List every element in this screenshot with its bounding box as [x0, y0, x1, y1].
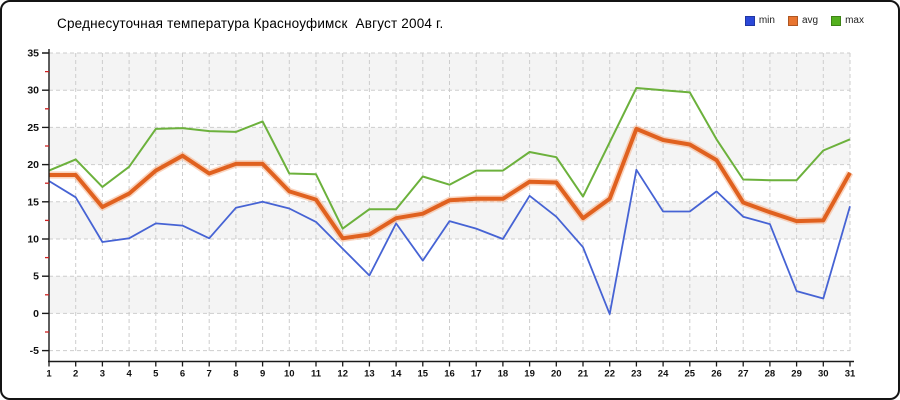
series-min-line — [48, 168, 851, 316]
legend-item-avg: avg — [787, 15, 819, 26]
x-ticks — [48, 361, 851, 367]
svg-text:10: 10 — [27, 234, 39, 246]
svg-text:24: 24 — [658, 369, 669, 380]
svg-text:23: 23 — [631, 369, 642, 380]
svg-text:28: 28 — [765, 369, 776, 380]
y-tick-labels: 35 30 25 20 15 10 5 0 -5 — [27, 48, 39, 358]
svg-text:27: 27 — [738, 369, 749, 380]
legend-label-min: min — [758, 15, 775, 26]
svg-text:29: 29 — [791, 369, 802, 380]
y-ticks — [42, 52, 49, 352]
svg-text:25: 25 — [685, 369, 696, 380]
svg-text:2: 2 — [73, 369, 78, 380]
svg-text:0: 0 — [33, 308, 39, 320]
svg-text:25: 25 — [27, 122, 39, 134]
svg-text:12: 12 — [337, 369, 348, 380]
svg-text:31: 31 — [845, 369, 856, 380]
legend-item-max: max — [831, 15, 864, 26]
svg-text:35: 35 — [27, 48, 39, 60]
svg-text:15: 15 — [418, 369, 429, 380]
legend-label-max: max — [845, 15, 864, 26]
svg-text:7: 7 — [207, 369, 212, 380]
svg-text:22: 22 — [604, 369, 615, 380]
svg-text:20: 20 — [551, 369, 562, 380]
svg-text:15: 15 — [27, 196, 39, 208]
series-avg-line — [49, 126, 852, 241]
svg-text:18: 18 — [498, 369, 509, 380]
svg-text:3: 3 — [100, 369, 105, 380]
svg-text:20: 20 — [27, 159, 39, 171]
svg-text:21: 21 — [578, 369, 589, 380]
svg-text:13: 13 — [364, 369, 375, 380]
svg-text:19: 19 — [524, 369, 535, 380]
svg-text:9: 9 — [260, 369, 265, 380]
legend-item-min: min — [744, 15, 775, 26]
svg-text:30: 30 — [818, 369, 829, 380]
svg-text:4: 4 — [126, 369, 132, 380]
svg-text:10: 10 — [284, 369, 295, 380]
svg-text:-5: -5 — [30, 345, 39, 357]
svg-text:16: 16 — [444, 369, 455, 380]
svg-text:26: 26 — [711, 369, 722, 380]
series-max-line — [48, 87, 851, 230]
legend-swatch-avg-icon — [787, 15, 798, 26]
svg-text:8: 8 — [233, 369, 238, 380]
legend-label-avg: avg — [801, 15, 819, 26]
svg-text:6: 6 — [180, 369, 185, 380]
svg-text:5: 5 — [33, 271, 39, 283]
svg-text:11: 11 — [311, 369, 322, 380]
chart-title: Среднесуточная температура Красноуфимск … — [57, 16, 444, 31]
legend-swatch-min-icon — [744, 15, 755, 26]
x-tick-labels: 1 2 3 4 5 6 7 8 9 10 11 12 13 14 15 16 17 18 19 20 21 22 23 24 2… — [46, 369, 856, 380]
legend: min avg max — [744, 15, 864, 26]
svg-text:17: 17 — [471, 369, 482, 380]
legend-swatch-max-icon — [831, 15, 842, 26]
svg-text:1: 1 — [46, 369, 52, 380]
svg-text:14: 14 — [391, 369, 402, 380]
svg-text:30: 30 — [27, 85, 39, 97]
svg-text:5: 5 — [153, 369, 159, 380]
